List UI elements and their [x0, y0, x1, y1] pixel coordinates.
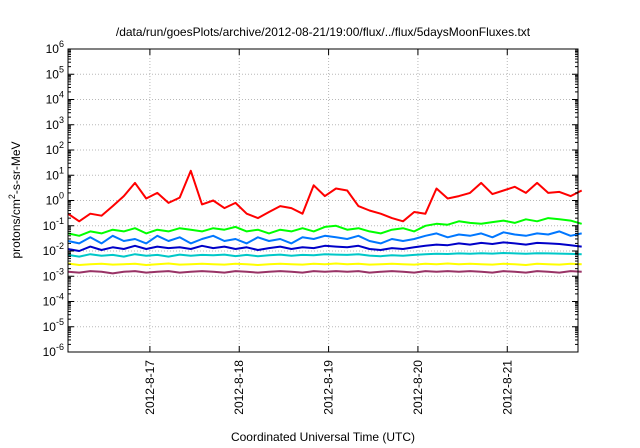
y-tick-label-exp: 3 [59, 115, 64, 125]
x-tick-label: 2012-8-18 [232, 360, 246, 415]
y-tick-label-base: 10 [43, 320, 57, 334]
y-tick-label-base: 10 [46, 143, 60, 157]
x-axis-label: Coordinated Universal Time (UTC) [231, 430, 415, 444]
series-layer [67, 169, 583, 275]
y-tick-label-exp: 5 [59, 64, 64, 74]
y-tick-label-base: 10 [43, 345, 57, 359]
y-tick-label: 10-1 [43, 216, 64, 233]
y-tick-label-exp: -1 [56, 216, 64, 226]
y-tick-label-exp: -5 [56, 317, 64, 327]
series-line-0 [67, 169, 583, 223]
y-tick-label: 10-2 [43, 241, 64, 258]
y-tick-label-exp: -6 [56, 342, 64, 352]
y-tick-label-exp: 0 [59, 191, 64, 201]
y-tick-label: 102 [46, 140, 64, 157]
series-line-6 [67, 270, 582, 275]
y-tick-label-base: 10 [43, 295, 57, 309]
y-tick-label-base: 10 [46, 168, 60, 182]
y-tick-label-base: 10 [46, 93, 60, 107]
y-tick-label: 104 [46, 90, 64, 107]
x-tick-label: 2012-8-19 [322, 360, 336, 415]
y-tick-label-base: 10 [46, 194, 60, 208]
x-tick-label: 2012-8-17 [143, 360, 157, 415]
y-tick-label: 10-4 [43, 292, 64, 309]
x-tick-label: 2012-8-20 [411, 360, 425, 415]
y-tick-label-exp: 2 [59, 140, 64, 150]
series-line-5 [67, 262, 582, 266]
y-tick-label-exp: 6 [59, 39, 64, 49]
series-line-3 [67, 241, 582, 252]
series-line-4 [67, 252, 582, 258]
series-line-1 [67, 217, 582, 237]
y-tick-label-base: 10 [43, 219, 57, 233]
y-tick-label: 106 [46, 39, 64, 56]
y-tick-label-base: 10 [43, 269, 57, 283]
y-tick-label: 103 [46, 115, 64, 132]
y-tick-label-base: 10 [46, 42, 60, 56]
y-tick-label: 10-6 [43, 342, 64, 359]
y-axis-label-rest: -s-sr-MeV [9, 141, 23, 194]
y-tick-label: 105 [46, 64, 64, 81]
y-tick-label: 10-5 [43, 317, 64, 334]
y-tick-label: 10-3 [43, 266, 64, 283]
y-axis-label-base: protons/cm [9, 199, 23, 258]
y-tick-label-exp: -4 [56, 292, 64, 302]
y-tick-label-base: 10 [46, 67, 60, 81]
y-tick-label-exp: -2 [56, 241, 64, 251]
y-axis-label: protons/cm2-s-sr-MeV [7, 141, 23, 258]
y-tick-label-base: 10 [46, 118, 60, 132]
series-line-2 [67, 230, 582, 245]
y-axis-label-sup: 2 [7, 194, 17, 199]
tick-layer: 10-610-510-410-310-210-11001011021031041… [43, 39, 578, 415]
x-tick-label: 2012-8-21 [500, 360, 514, 415]
y-tick-label: 100 [46, 191, 64, 208]
y-tick-label-exp: -3 [56, 266, 64, 276]
y-tick-label-exp: 1 [59, 165, 64, 175]
chart-title: /data/run/goesPlots/archive/2012-08-21/1… [116, 25, 531, 39]
y-tick-label: 101 [46, 165, 64, 182]
grid-layer [68, 49, 578, 352]
y-tick-label-base: 10 [43, 244, 57, 258]
y-tick-label-exp: 4 [59, 90, 64, 100]
